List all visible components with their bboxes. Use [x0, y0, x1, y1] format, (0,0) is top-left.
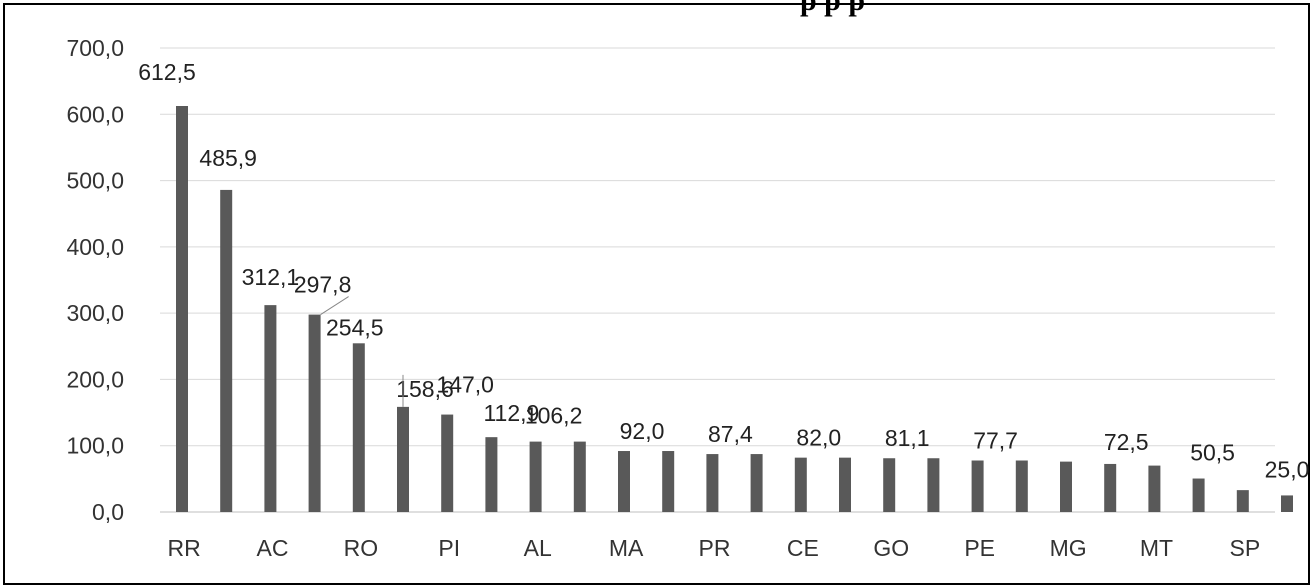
- bar: [1281, 495, 1293, 512]
- data-label: 77,7: [973, 427, 1018, 453]
- bar: [706, 454, 719, 512]
- chart-title-fragment: p p p: [800, 0, 866, 17]
- y-tick-label: 400,0: [66, 234, 124, 260]
- data-label: 158,6: [396, 376, 454, 402]
- data-label: 87,4: [708, 421, 753, 447]
- bar: [529, 441, 542, 512]
- data-label: 25,0: [1265, 456, 1310, 482]
- bars: [176, 106, 1293, 512]
- x-tick-label: PI: [438, 535, 460, 561]
- x-axis-ticks: RR AC RO PI AL MA PR CE GO PE MG MT SP: [167, 535, 1260, 561]
- bar: [1192, 478, 1205, 512]
- x-tick-label: RO: [344, 535, 379, 561]
- y-axis-ticks: 0,0 100,0 200,0 300,0 400,0 500,0 600,0 700,0: [66, 35, 124, 525]
- x-tick-label: PE: [964, 535, 995, 561]
- y-tick-label: 200,0: [66, 366, 124, 392]
- bar: [441, 414, 454, 512]
- data-label: 72,5: [1104, 429, 1149, 455]
- bar: [352, 343, 365, 512]
- bar: [618, 451, 630, 512]
- x-tick-label: RR: [167, 535, 200, 561]
- data-label: 254,5: [326, 314, 384, 340]
- data-label: 106,2: [525, 403, 583, 429]
- x-tick-label: CE: [787, 535, 819, 561]
- data-label: 112,9: [483, 400, 539, 426]
- bar: [573, 441, 586, 512]
- data-label: 50,5: [1190, 440, 1235, 466]
- x-tick-label: MT: [1140, 535, 1173, 561]
- data-label: 147,0: [436, 372, 494, 398]
- leader-line: [320, 296, 349, 316]
- x-tick-label: MA: [609, 535, 644, 561]
- bar: [176, 106, 188, 512]
- bar: [308, 314, 321, 512]
- data-label: 92,0: [620, 418, 665, 444]
- gridlines: [160, 47, 1275, 513]
- x-tick-label: PR: [699, 535, 731, 561]
- y-tick-label: 600,0: [66, 101, 124, 127]
- x-tick-label: GO: [873, 535, 909, 561]
- x-tick-label: MG: [1050, 535, 1087, 561]
- bar: [1104, 463, 1117, 512]
- data-label: 312,1: [242, 264, 300, 290]
- x-tick-label: SP: [1230, 535, 1261, 561]
- bar: [927, 458, 940, 512]
- data-label: 297,8: [294, 272, 352, 298]
- bar: [220, 189, 233, 512]
- bar: [971, 460, 984, 512]
- bar: [1060, 461, 1072, 512]
- bar: [397, 406, 409, 512]
- y-tick-label: 100,0: [66, 433, 124, 459]
- y-tick-label: 300,0: [66, 300, 124, 326]
- bar: [794, 457, 807, 512]
- y-tick-label: 500,0: [66, 168, 124, 194]
- bar: [839, 457, 851, 512]
- data-label: 485,9: [199, 145, 257, 171]
- bar: [883, 458, 896, 512]
- y-tick-label: 700,0: [66, 35, 124, 61]
- x-tick-label: AC: [257, 535, 289, 561]
- data-label: 612,5: [138, 59, 196, 85]
- y-tick-label: 0,0: [92, 499, 124, 525]
- bar: [1236, 490, 1249, 512]
- data-label: 82,0: [796, 425, 841, 451]
- bar: [1148, 465, 1161, 512]
- bar: [662, 451, 675, 512]
- data-label: 81,1: [885, 425, 930, 451]
- bar: [1015, 460, 1028, 512]
- bar: [264, 305, 277, 512]
- bar: [750, 454, 763, 512]
- x-tick-label: AL: [524, 535, 552, 561]
- bar: [485, 437, 498, 512]
